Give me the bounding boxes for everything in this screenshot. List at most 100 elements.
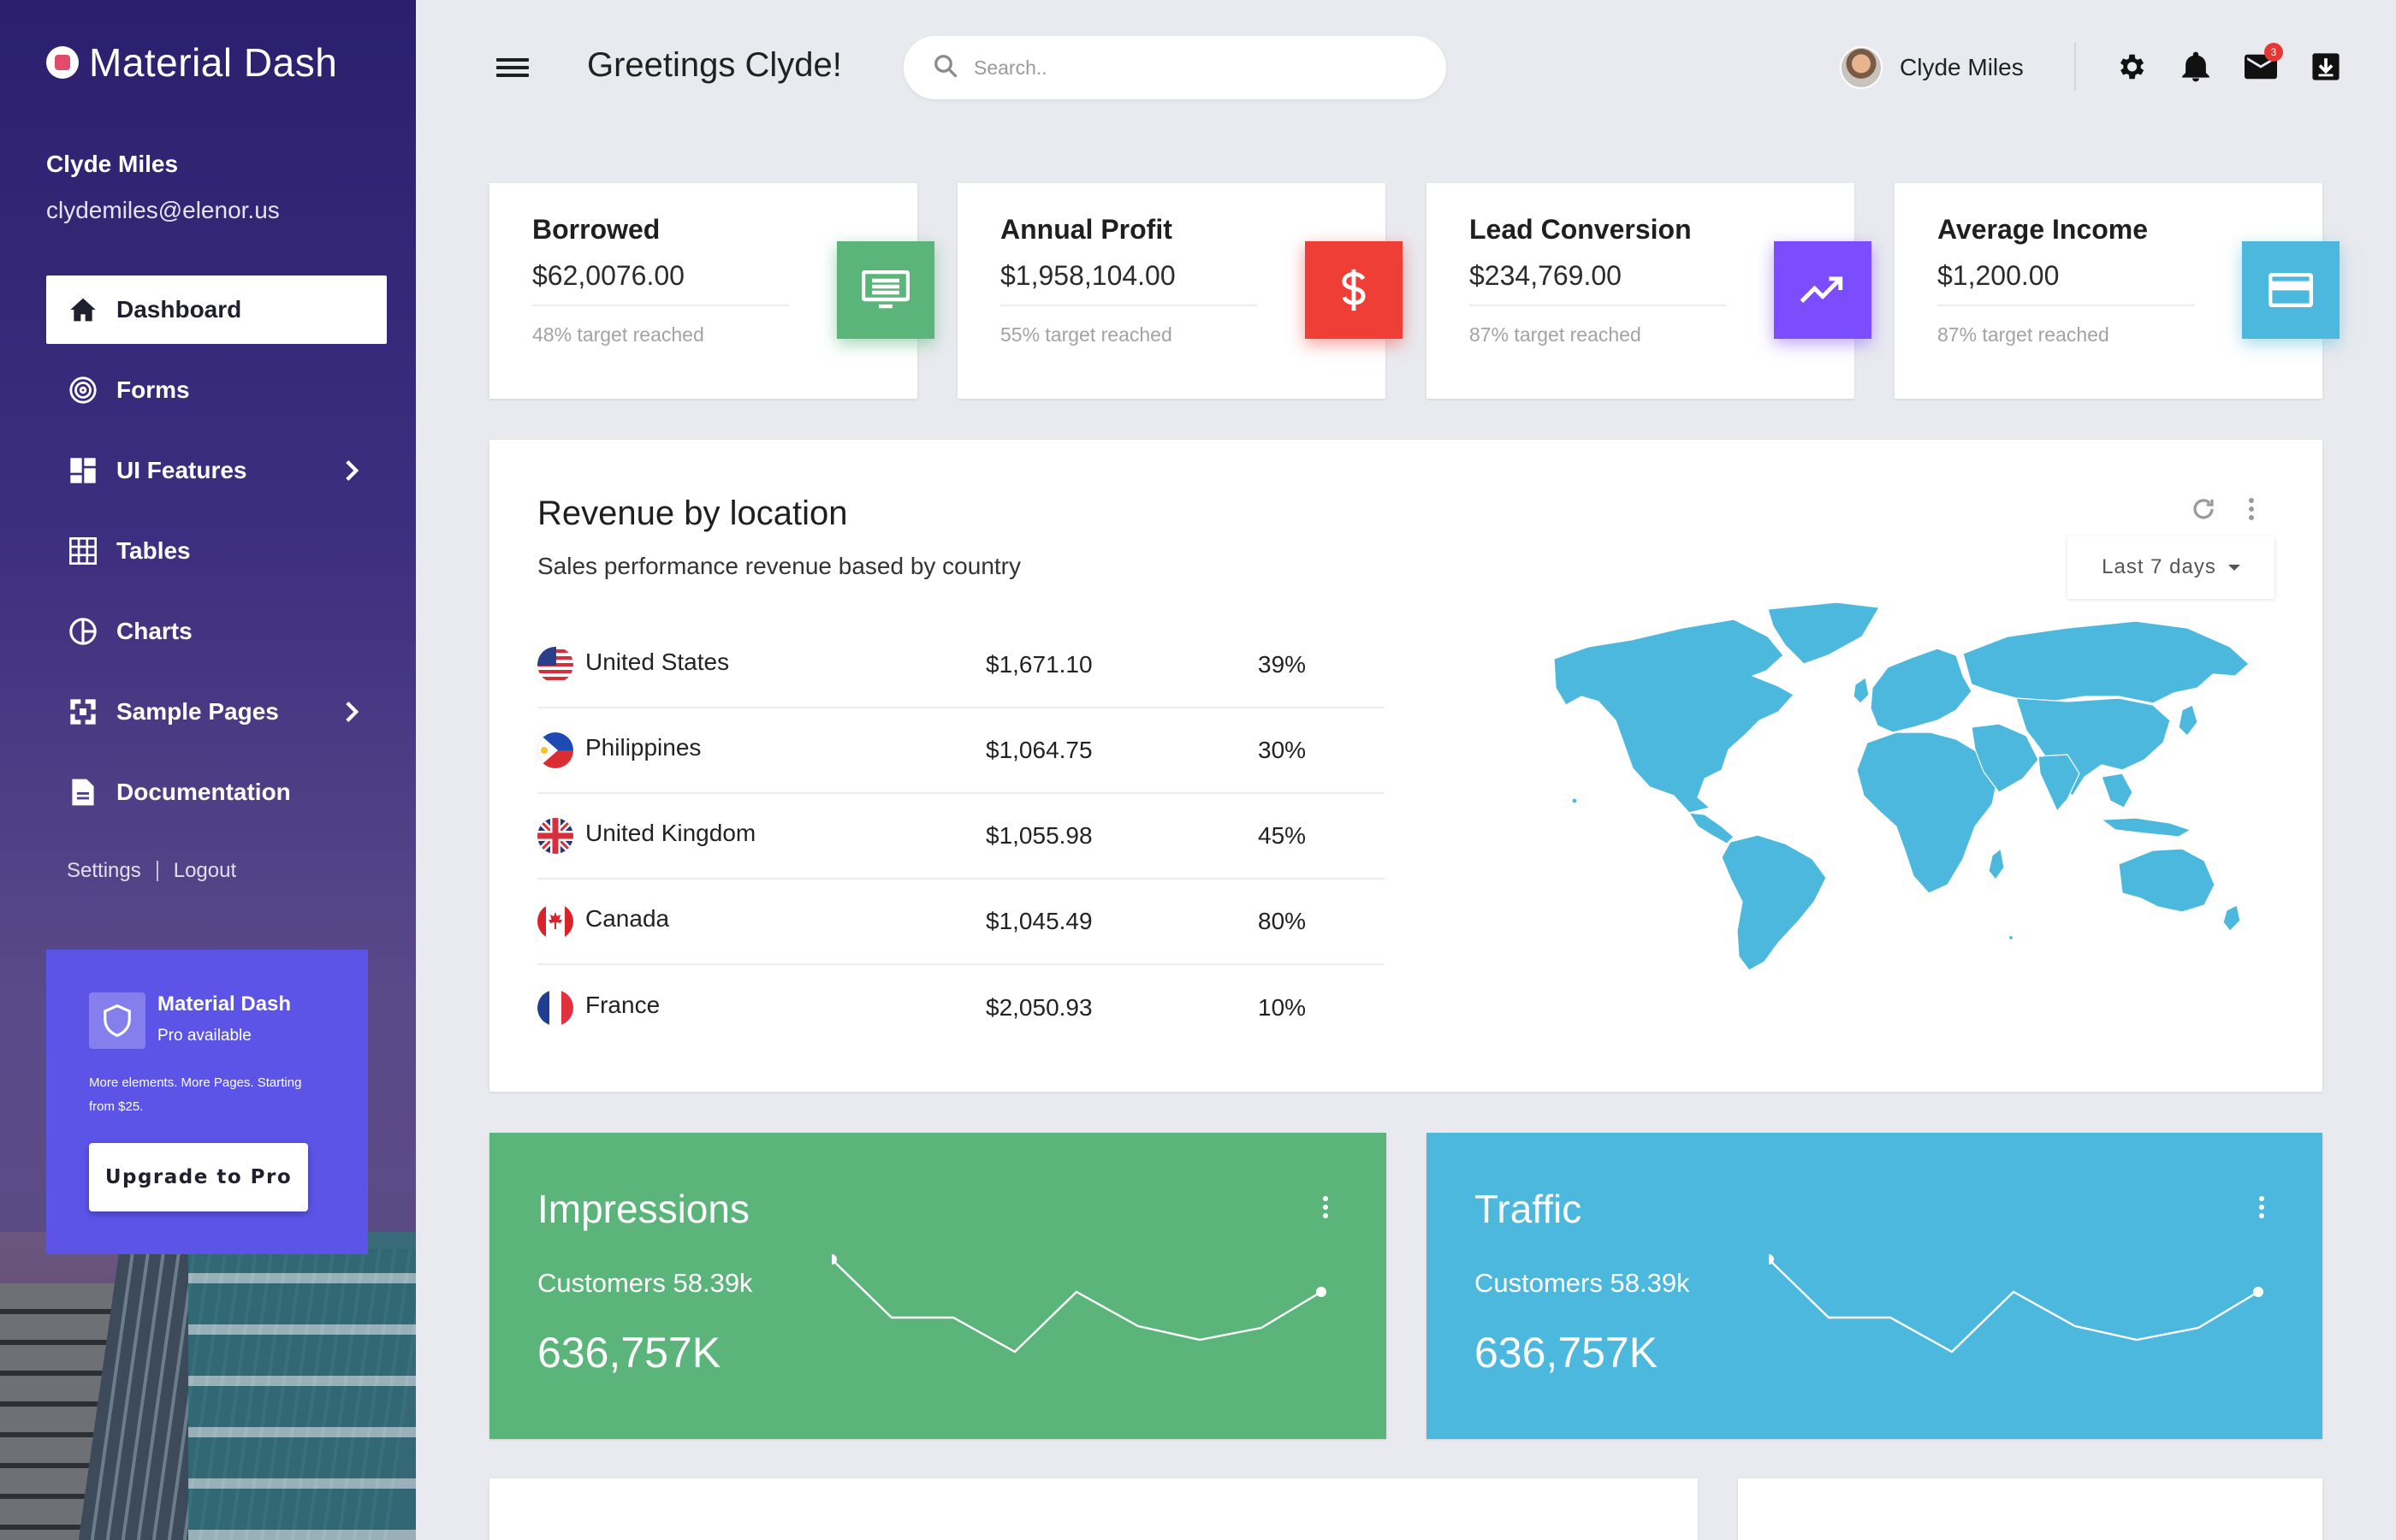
settings-gear-icon[interactable] <box>2114 50 2148 84</box>
map-region-japan <box>2178 704 2198 737</box>
header-user-name: Clyde Miles <box>1900 54 2024 80</box>
location-table: United States $1,671.10 39% Philippines … <box>537 623 1385 1051</box>
sidebar-item-label: Tables <box>116 537 191 564</box>
stat-title: Lead Conversion <box>1469 214 1692 245</box>
revenue-amount: $1,055.98 <box>986 822 1093 849</box>
more-vertical-icon[interactable] <box>2257 1194 2266 1224</box>
sidebar-item-sample-pages[interactable]: Sample Pages <box>46 678 387 746</box>
sidebar-item-forms[interactable]: Forms <box>46 356 387 424</box>
search-input[interactable] <box>974 56 1402 80</box>
sidebar-item-documentation[interactable]: Documentation <box>46 758 387 826</box>
search-icon <box>933 53 958 83</box>
pie-chart-icon <box>68 617 98 646</box>
country-name: United Kingdom <box>585 820 756 846</box>
divider <box>2074 43 2076 91</box>
stat-title: Average Income <box>1937 214 2149 245</box>
sidebar-nav: Dashboard Forms UI Features Tables <box>46 275 387 838</box>
brand-logo-icon <box>46 46 79 79</box>
map-region-southeast-asia <box>2101 773 2133 808</box>
sidebar-item-label: Sample Pages <box>116 698 279 725</box>
map-region-asia <box>2015 697 2171 797</box>
sidebar-background-image <box>0 1232 416 1540</box>
stat-title: Annual Profit <box>1000 214 1172 245</box>
promo-subtitle: Pro available <box>157 1027 252 1045</box>
upgrade-to-pro-button[interactable]: Upgrade to Pro <box>89 1143 308 1211</box>
metric-subtitle: Customers 58.39k <box>1474 1268 1690 1298</box>
brand[interactable]: Material Dash <box>46 39 337 86</box>
map-region-europe <box>1870 648 1972 733</box>
promo-description: More elements. More Pages. Starting from… <box>89 1075 302 1114</box>
stat-note: 55% target reached <box>1000 323 1172 346</box>
user-menu[interactable]: Clyde Miles <box>1840 46 2024 89</box>
impressions-sparkline <box>832 1254 1326 1353</box>
table-row[interactable]: United States $1,671.10 39% <box>537 623 1385 708</box>
sidebar-item-label: Dashboard <box>116 296 242 323</box>
map-region-africa <box>1856 732 1998 894</box>
sidebar-footer-links: Settings Logout <box>67 859 236 883</box>
map-region-middle-east <box>1971 723 2039 793</box>
sidebar-item-dashboard[interactable]: Dashboard <box>46 275 387 344</box>
stat-value: $1,200.00 <box>1937 260 2060 291</box>
revenue-percent: 45% <box>1258 822 1307 849</box>
map-region-russia <box>1962 620 2250 704</box>
divider <box>156 861 158 881</box>
table-row[interactable]: France $2,050.93 10% <box>537 965 1385 1051</box>
bottom-card-right <box>1738 1478 2322 1540</box>
search-bar[interactable] <box>904 36 1446 99</box>
traffic-card: Traffic Customers 58.39k 636,757K <box>1426 1133 2322 1439</box>
more-vertical-icon[interactable] <box>1321 1194 1330 1224</box>
flag-fr-icon <box>537 990 573 1026</box>
header-actions: 3 <box>2114 43 2343 84</box>
card-title: Revenue by location <box>537 495 848 532</box>
document-icon <box>68 778 98 807</box>
pro-promo-card: Material Dash Pro available More element… <box>46 950 368 1254</box>
home-icon <box>68 295 98 324</box>
refresh-icon[interactable] <box>2191 496 2216 526</box>
map-region-indonesia <box>2101 817 2191 838</box>
chevron-right-icon <box>344 459 359 489</box>
metric-title: Impressions <box>537 1187 750 1231</box>
chevron-right-icon <box>344 700 359 730</box>
revenue-percent: 39% <box>1258 651 1307 678</box>
mail-count-badge: 3 <box>2264 43 2283 62</box>
metric-title: Traffic <box>1474 1187 1582 1231</box>
monitor-icon <box>837 241 934 339</box>
card-actions <box>2191 496 2256 526</box>
settings-link[interactable]: Settings <box>67 859 141 882</box>
notification-bell-icon[interactable] <box>2179 50 2213 84</box>
mail-icon[interactable]: 3 <box>2244 43 2283 84</box>
logout-link[interactable]: Logout <box>173 859 237 882</box>
revenue-amount: $1,064.75 <box>986 737 1093 763</box>
menu-toggle-icon[interactable] <box>496 58 529 77</box>
sidebar-user-name: Clyde Miles <box>46 151 179 177</box>
stat-note: 48% target reached <box>532 323 704 346</box>
revenue-percent: 30% <box>1258 737 1307 763</box>
download-icon[interactable] <box>2309 50 2343 84</box>
table-row[interactable]: United Kingdom $1,055.98 45% <box>537 794 1385 880</box>
country-name: Philippines <box>585 734 702 761</box>
stat-card-average-income: Average Income $1,200.00 87% target reac… <box>1895 183 2340 399</box>
stat-value: $62,0076.00 <box>532 260 685 291</box>
metric-subtitle: Customers 58.39k <box>537 1268 753 1298</box>
table-row[interactable]: Philippines $1,064.75 30% <box>537 708 1385 794</box>
sidebar-user-email: clydemiles@elenor.us <box>46 197 280 223</box>
sidebar-item-charts[interactable]: Charts <box>46 597 387 666</box>
country-name: France <box>585 992 661 1018</box>
sidebar-item-ui-features[interactable]: UI Features <box>46 436 387 505</box>
revenue-amount: $1,671.10 <box>986 651 1093 678</box>
date-range-dropdown[interactable]: Last 7 days <box>2067 536 2274 599</box>
table-row[interactable]: Canada $1,045.49 80% <box>537 880 1385 965</box>
stat-note: 87% target reached <box>1937 323 2109 346</box>
stat-card-borrowed: Borrowed $62,0076.00 48% target reached <box>489 183 934 399</box>
bottom-card-left <box>489 1478 1698 1540</box>
metric-value: 636,757K <box>1474 1329 1658 1377</box>
stat-value: $1,958,104.00 <box>1000 260 1176 291</box>
avatar <box>1840 46 1883 89</box>
sidebar: Material Dash Clyde Miles clydemiles@ele… <box>0 0 416 1540</box>
traffic-sparkline <box>1769 1254 2263 1353</box>
more-vertical-icon[interactable] <box>2247 496 2256 526</box>
sidebar-item-tables[interactable]: Tables <box>46 517 387 585</box>
map-region-uk <box>1853 677 1870 704</box>
flag-uk-icon <box>537 818 573 854</box>
world-map[interactable] <box>1554 602 2256 970</box>
